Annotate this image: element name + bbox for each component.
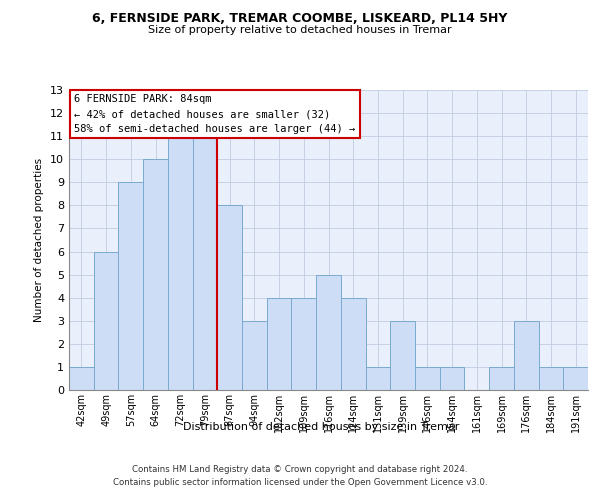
Bar: [316, 274, 341, 390]
Bar: [267, 298, 292, 390]
Bar: [193, 136, 217, 390]
Bar: [563, 367, 588, 390]
Text: 6, FERNSIDE PARK, TREMAR COOMBE, LISKEARD, PL14 5HY: 6, FERNSIDE PARK, TREMAR COOMBE, LISKEAR…: [92, 12, 508, 26]
Bar: [292, 298, 316, 390]
Bar: [168, 136, 193, 390]
Text: 6 FERNSIDE PARK: 84sqm
← 42% of detached houses are smaller (32)
58% of semi-det: 6 FERNSIDE PARK: 84sqm ← 42% of detached…: [74, 94, 355, 134]
Bar: [415, 367, 440, 390]
Bar: [440, 367, 464, 390]
Bar: [489, 367, 514, 390]
Bar: [539, 367, 563, 390]
Text: Distribution of detached houses by size in Tremar: Distribution of detached houses by size …: [183, 422, 459, 432]
Bar: [143, 159, 168, 390]
Text: Size of property relative to detached houses in Tremar: Size of property relative to detached ho…: [148, 25, 452, 35]
Text: Contains public sector information licensed under the Open Government Licence v3: Contains public sector information licen…: [113, 478, 487, 487]
Bar: [365, 367, 390, 390]
Bar: [118, 182, 143, 390]
Y-axis label: Number of detached properties: Number of detached properties: [34, 158, 44, 322]
Bar: [390, 321, 415, 390]
Bar: [242, 321, 267, 390]
Text: Contains HM Land Registry data © Crown copyright and database right 2024.: Contains HM Land Registry data © Crown c…: [132, 466, 468, 474]
Bar: [94, 252, 118, 390]
Bar: [341, 298, 365, 390]
Bar: [514, 321, 539, 390]
Bar: [69, 367, 94, 390]
Bar: [217, 206, 242, 390]
